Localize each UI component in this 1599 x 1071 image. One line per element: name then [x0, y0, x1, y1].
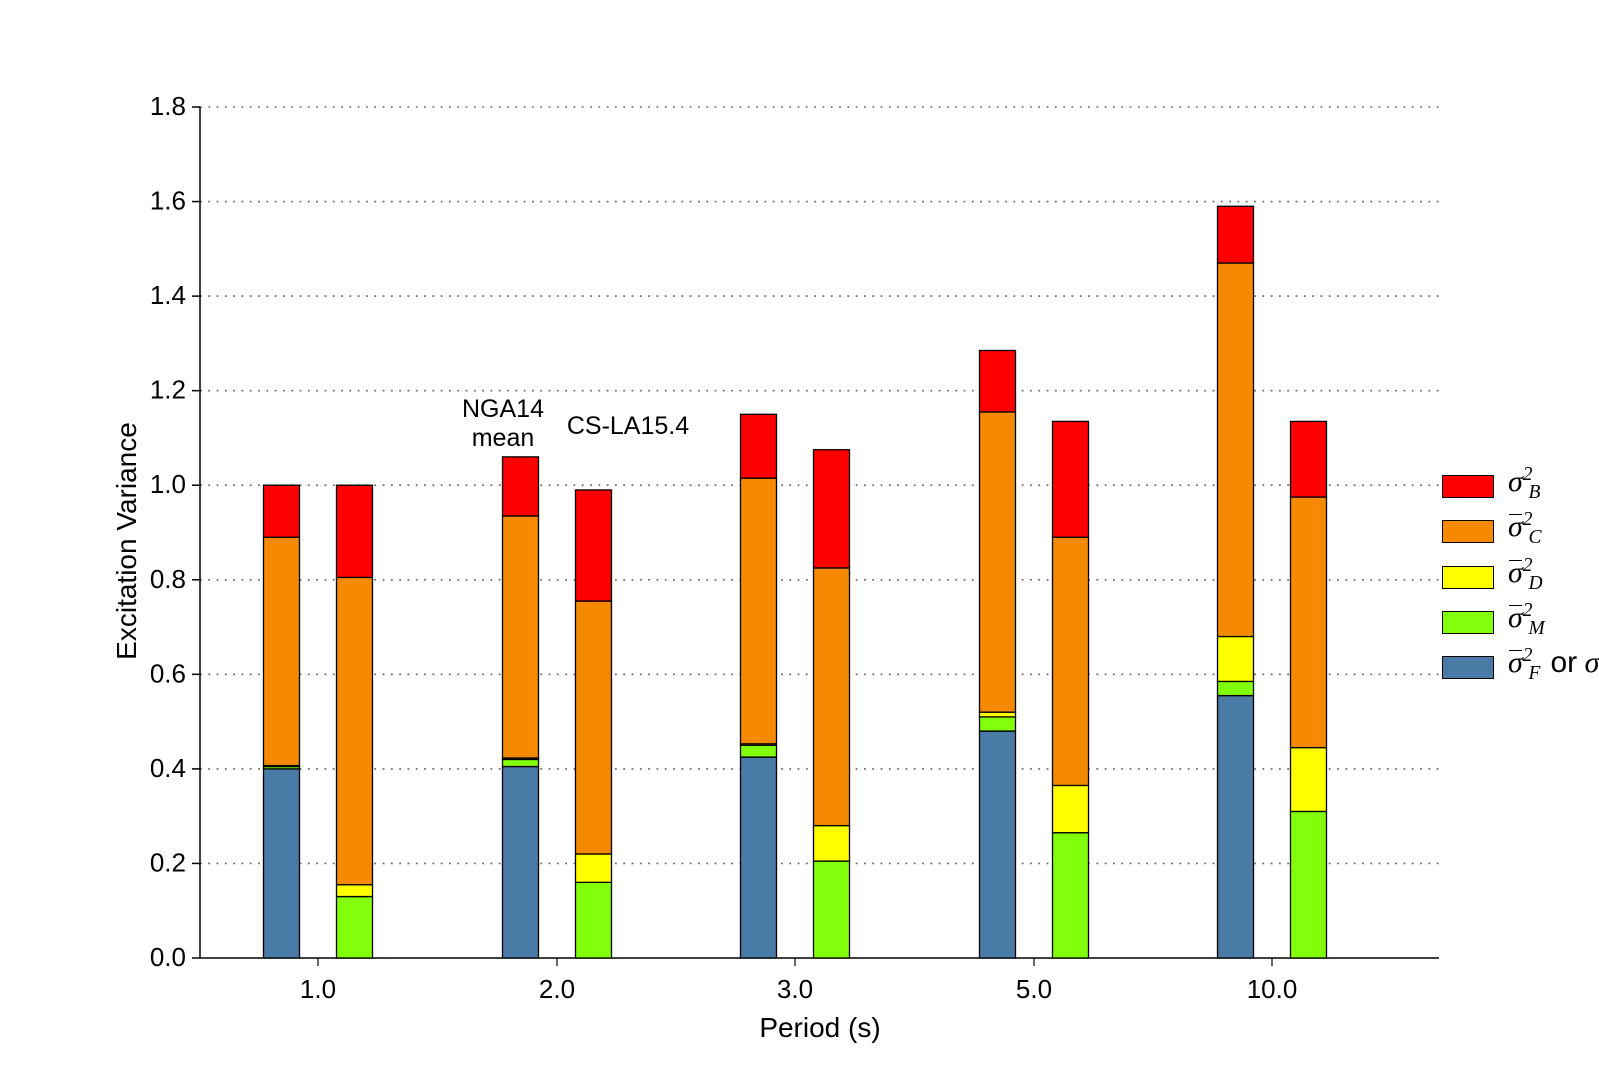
svg-text:0.0: 0.0 [150, 942, 186, 972]
svg-text:10.0: 10.0 [1247, 974, 1298, 1004]
svg-text:0.4: 0.4 [150, 753, 186, 783]
svg-text:1.4: 1.4 [150, 280, 186, 310]
svg-text:0.2: 0.2 [150, 847, 186, 877]
svg-text:0.8: 0.8 [150, 564, 186, 594]
svg-text:1.6: 1.6 [150, 186, 186, 216]
svg-text:1.0: 1.0 [150, 469, 186, 499]
svg-text:1.8: 1.8 [150, 91, 186, 121]
svg-text:1.2: 1.2 [150, 375, 186, 405]
svg-text:1.0: 1.0 [300, 974, 336, 1004]
svg-text:0.6: 0.6 [150, 658, 186, 688]
svg-text:3.0: 3.0 [777, 974, 813, 1004]
svg-text:2.0: 2.0 [539, 974, 575, 1004]
svg-text:5.0: 5.0 [1016, 974, 1052, 1004]
